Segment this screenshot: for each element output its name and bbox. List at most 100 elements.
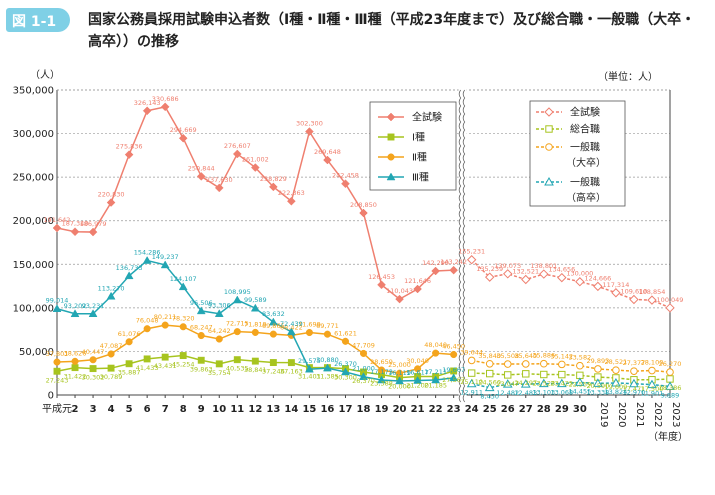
data-label: 108,995 (224, 288, 251, 296)
x-tick-label: 16 (320, 404, 334, 415)
data-label: 25,000 (388, 361, 411, 369)
diamond-marker (323, 155, 332, 165)
diamond-marker (142, 106, 152, 116)
data-label: 275,836 (116, 143, 143, 151)
legend-right (529, 100, 626, 207)
data-label: 208,850 (350, 201, 377, 209)
data-label: 26,370 (334, 360, 357, 368)
data-label: 40,535 (226, 365, 249, 373)
y-tick-label: 250,000 (13, 173, 54, 184)
legend-label: 全試験 (412, 111, 442, 124)
circle-marker (539, 359, 548, 368)
diamond-marker (268, 182, 278, 192)
square-marker (161, 353, 169, 361)
circle-marker (233, 328, 241, 336)
data-label: 47,709 (352, 341, 375, 349)
triangle-marker (250, 303, 260, 312)
diamond-marker (544, 107, 554, 117)
x-tick-label: 27 (519, 404, 533, 415)
triangle-marker (142, 256, 152, 264)
circle-marker (89, 356, 97, 364)
data-label: 186,979 (80, 220, 107, 228)
legend-label: （大卒） (566, 156, 606, 169)
x-tick-label: 15 (302, 404, 316, 415)
circle-marker (53, 358, 61, 366)
diamond-marker (521, 274, 531, 285)
square-marker (522, 370, 530, 378)
unit-label: （単位：人） (598, 70, 658, 83)
data-label: 30,300 (334, 374, 357, 382)
circle-marker (630, 367, 638, 375)
data-label: 26,270 (659, 360, 682, 368)
circle-marker (521, 360, 530, 368)
diamond-marker (413, 284, 422, 294)
square-marker (197, 356, 205, 364)
data-label: 23,425 (550, 380, 573, 388)
data-label: 61,076 (118, 330, 141, 338)
data-label: 28,659 (370, 358, 393, 366)
circle-marker (414, 365, 422, 373)
data-label: 23,388 (370, 380, 393, 388)
square-marker (287, 359, 295, 367)
data-label: 100,049 (657, 296, 684, 304)
data-label: 135,239 (476, 265, 503, 273)
legend-label: 一般職 (570, 176, 600, 189)
data-label: 113,270 (98, 284, 125, 292)
x-tick-label: 9 (198, 404, 205, 415)
circle-marker (503, 360, 512, 368)
data-label: 242,458 (332, 172, 359, 180)
circle-marker (666, 368, 674, 376)
triangle-marker (574, 377, 585, 386)
diamond-marker (88, 227, 98, 237)
diamond-marker (503, 269, 513, 279)
data-label: 23,047 (496, 380, 519, 388)
circle-marker (143, 325, 151, 333)
series-marks (52, 102, 675, 392)
circle-marker (161, 321, 169, 329)
circle-marker (387, 153, 395, 161)
data-label: 136,733 (116, 264, 143, 272)
data-label: 71,819 (244, 320, 267, 328)
circle-marker (359, 349, 368, 357)
data-label: 187,340 (62, 220, 89, 228)
data-label: 139,073 (494, 262, 521, 270)
circle-marker (450, 350, 458, 359)
data-label: 37,246 (262, 368, 285, 376)
data-label: 25,110 (460, 378, 483, 386)
data-label: 191,642 (44, 216, 71, 224)
triangle-marker (502, 379, 513, 388)
square-marker (215, 360, 223, 368)
figure-badge-text: 図 1-1 (12, 14, 57, 30)
y-tick-label: 200,000 (13, 216, 54, 227)
diamond-marker (386, 112, 396, 122)
data-label: 83,632 (262, 310, 285, 318)
square-marker (125, 360, 133, 368)
data-label: 27,377 (623, 359, 646, 367)
circle-marker (545, 143, 553, 151)
data-label: 16,119 (388, 369, 411, 377)
data-label: 93,231 (82, 302, 105, 310)
data-label: 20,590 (587, 382, 610, 390)
data-label: 326,143 (134, 99, 161, 107)
data-label: 30,880 (316, 356, 339, 364)
data-label: 33,582 (568, 354, 591, 362)
x-tick-label: 2021 (634, 402, 645, 427)
legend-label: Ⅰ種 (412, 131, 425, 144)
data-label: 121,646 (404, 277, 431, 285)
data-label: 17,471 (623, 385, 646, 393)
legend-label: Ⅱ種 (412, 151, 427, 164)
triangle-marker (395, 376, 404, 385)
data-label: 96,506 (190, 299, 213, 307)
data-label: 35,840 (478, 352, 501, 360)
legend-label: Ⅲ種 (412, 171, 429, 184)
circle-marker (558, 360, 566, 369)
legend-label: （高卒） (566, 191, 606, 204)
y-tick-label: 150,000 (13, 260, 54, 271)
data-label: 68,422 (280, 323, 303, 331)
data-label: 35,508 (496, 352, 519, 360)
x-tick-label: 2020 (616, 402, 627, 427)
data-label: 302,300 (296, 120, 323, 128)
data-label: 21,200 (406, 382, 429, 390)
diamond-marker (287, 196, 296, 206)
